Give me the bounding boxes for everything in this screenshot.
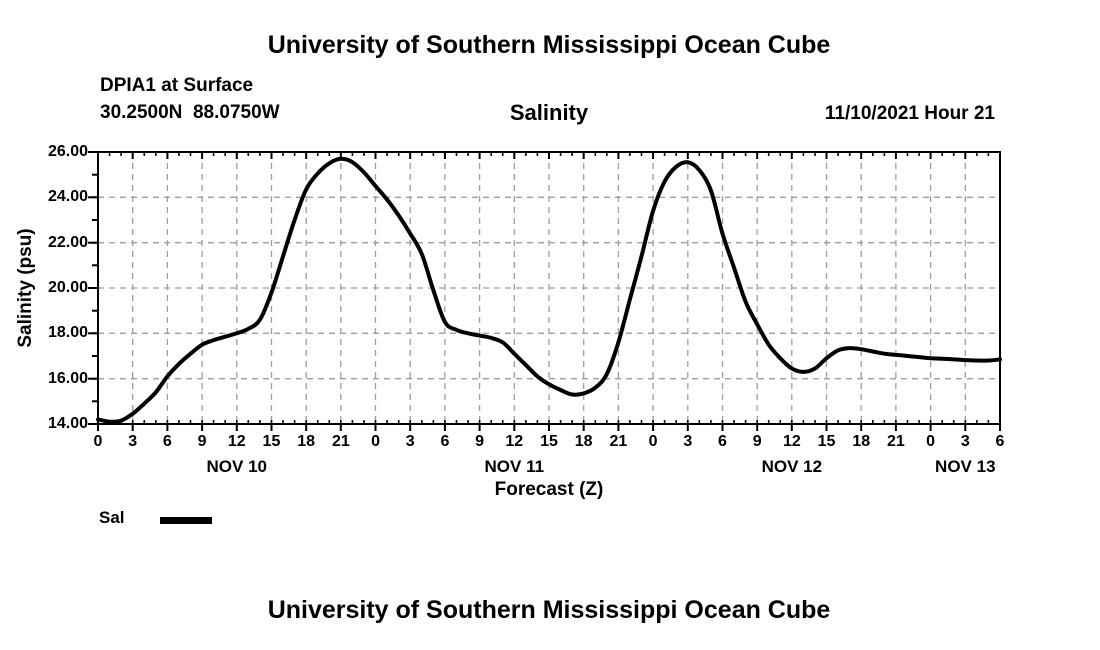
- page-title-bottom: University of Southern Mississippi Ocean…: [267, 596, 831, 624]
- x-tick-label: 3: [683, 433, 693, 450]
- y-tick-label: 22.00: [47, 233, 88, 251]
- x-tick-label: 21: [887, 433, 905, 450]
- x-tick-label: 3: [405, 433, 415, 450]
- y-tick-label: 18.00: [47, 324, 88, 342]
- x-tick-label: 6: [995, 433, 1005, 450]
- y-tick-label: 26.00: [47, 143, 88, 160]
- y-tick-label: 16.00: [47, 369, 88, 387]
- x-tick-label: 0: [926, 433, 936, 450]
- x-tick-label: 9: [752, 433, 762, 450]
- x-axis-title: Forecast (Z): [494, 479, 604, 500]
- x-day-label: NOV 13: [935, 457, 996, 476]
- legend-line-swatch: [160, 517, 212, 524]
- y-tick-label: 20.00: [47, 279, 88, 296]
- coordinates-label: 30.2500N 88.0750W: [100, 102, 280, 123]
- x-tick-label: 12: [227, 433, 246, 450]
- forecast-run-label: 11/10/2021 Hour 21: [824, 103, 995, 124]
- x-tick-label: 9: [475, 433, 485, 450]
- x-tick-label: 12: [782, 433, 801, 450]
- x-tick-label: 0: [93, 433, 103, 450]
- x-day-label: NOV 12: [761, 457, 823, 476]
- plot-frame: [97, 151, 1001, 425]
- x-tick-label: 15: [540, 433, 558, 450]
- x-tick-label: 15: [817, 433, 836, 450]
- y-tick-label: 14.00: [47, 415, 88, 432]
- x-tick-label: 21: [609, 433, 628, 450]
- station-label: DPIA1 at Surface: [100, 75, 254, 96]
- x-tick-label: 0: [371, 433, 380, 450]
- salinity-curve: [96, 156, 1002, 424]
- legend-series-label: Sal: [99, 508, 125, 527]
- x-tick-label: 3: [960, 433, 970, 450]
- x-tick-label: 12: [505, 433, 524, 450]
- x-tick-label: 6: [440, 433, 450, 450]
- x-tick-label: 21: [331, 433, 350, 450]
- y-tick-label: 24.00: [47, 188, 88, 206]
- x-day-label: NOV 11: [484, 457, 545, 476]
- x-tick-label: 6: [718, 433, 727, 450]
- x-tick-label: 15: [262, 433, 281, 450]
- x-day-label: NOV 10: [206, 457, 267, 476]
- x-tick-label: 18: [852, 433, 871, 450]
- x-tick-label: 3: [128, 433, 138, 450]
- plot-title: Salinity: [509, 100, 589, 125]
- page-title: University of Southern Mississippi Ocean…: [267, 31, 831, 59]
- x-tick-label: 0: [648, 433, 658, 450]
- x-tick-label: 18: [574, 433, 593, 450]
- x-tick-label: 9: [197, 433, 207, 450]
- x-tick-label: 6: [162, 433, 172, 450]
- x-tick-label: 18: [297, 433, 316, 450]
